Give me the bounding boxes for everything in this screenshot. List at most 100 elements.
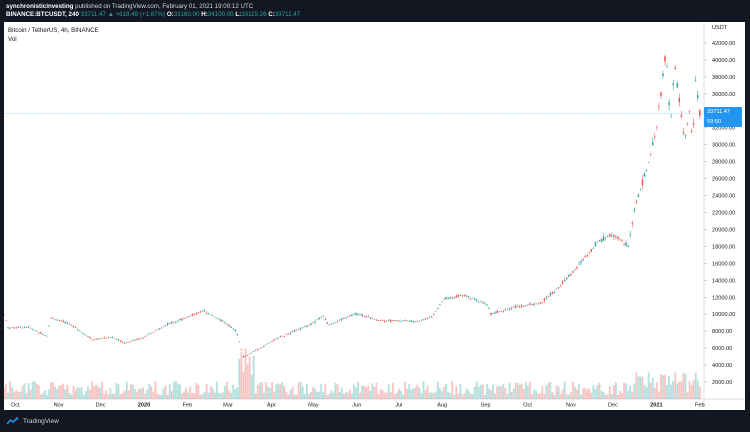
- candle-body: [568, 275, 570, 277]
- volume-bar: [29, 389, 32, 399]
- volume-bar: [164, 385, 167, 399]
- x-tick-label: Aug: [437, 403, 447, 409]
- volume-bar: [70, 394, 73, 399]
- tradingview-logo-icon: [6, 416, 19, 424]
- candle-body: [480, 301, 482, 302]
- volume-bar: [283, 386, 286, 399]
- author-name[interactable]: synchronisticinvesting: [6, 3, 74, 10]
- volume-bar: [76, 387, 79, 399]
- volume-bar: [222, 392, 224, 399]
- candle-body: [584, 256, 586, 258]
- candle-body: [89, 337, 91, 339]
- chart-panel[interactable]: 2000.00 4000.00 6000.00 8000.00 10000.00 1200…: [4, 22, 745, 410]
- volume-bar: [365, 387, 368, 399]
- candle-body: [171, 321, 173, 324]
- volume-bar: [514, 382, 517, 399]
- volume-bar: [93, 386, 95, 399]
- volume-bar: [177, 383, 179, 399]
- x-tick-label: 2020: [138, 403, 150, 409]
- volume-bar: [197, 384, 200, 399]
- y-tick-label: 2000.00: [712, 380, 732, 386]
- candle-body: [541, 302, 543, 303]
- volume-bar: [545, 385, 548, 399]
- candle-body: [150, 332, 153, 334]
- candle-body: [19, 326, 22, 328]
- candle-body: [482, 302, 484, 304]
- volume-bar: [258, 382, 261, 399]
- candle-body: [269, 342, 271, 344]
- price-candles: [4, 54, 701, 359]
- candle-body: [72, 326, 75, 328]
- candle-body: [506, 308, 509, 310]
- volume-bar: [359, 392, 361, 399]
- candle-body: [647, 162, 650, 164]
- candle-body: [312, 322, 314, 324]
- candle-body: [316, 319, 318, 321]
- candle-body: [533, 303, 535, 305]
- candle-body: [625, 242, 627, 246]
- candle-body: [529, 303, 531, 305]
- currency-selector[interactable]: USDT: [712, 25, 728, 31]
- volume-bar: [256, 384, 259, 399]
- volume-bar: [146, 389, 149, 399]
- volume-bar: [389, 392, 392, 399]
- volume-bar: [162, 388, 165, 399]
- candle-body: [688, 110, 691, 112]
- publish-date: published on TradingView.com, February 0…: [75, 3, 254, 10]
- x-tick-label: Dec: [608, 403, 618, 409]
- volume-bar: [234, 389, 237, 399]
- candle-body: [54, 319, 56, 321]
- candle-body: [561, 281, 564, 284]
- volume-bar: [195, 382, 198, 399]
- volume-bar: [662, 375, 664, 399]
- candle-body: [633, 209, 636, 211]
- volume-bar: [295, 394, 298, 399]
- volume-bar: [115, 382, 118, 399]
- candle-body: [283, 336, 286, 337]
- candle-body: [656, 126, 658, 128]
- volume-bar: [205, 383, 208, 399]
- volume-bar: [340, 387, 343, 399]
- candle-body: [326, 322, 329, 324]
- volume-bar: [111, 393, 114, 399]
- candle-body: [349, 315, 351, 316]
- candle-body: [619, 238, 621, 240]
- volume-bar: [72, 385, 75, 399]
- candle-body: [220, 319, 222, 322]
- volume-bar: [385, 392, 388, 399]
- volume-bar: [414, 387, 417, 399]
- candle-body: [185, 317, 187, 319]
- y-tick-label: 6000.00: [712, 346, 732, 352]
- x-tick-label: Jul: [395, 403, 402, 409]
- volume-bar: [537, 393, 540, 399]
- tradingview-brand[interactable]: TradingView: [23, 417, 59, 425]
- candle-body: [299, 327, 302, 330]
- volume-bar: [655, 382, 658, 399]
- candle-body: [367, 316, 370, 318]
- volume-bar: [250, 374, 253, 399]
- candle-body: [207, 312, 210, 314]
- volume-bar: [498, 385, 501, 399]
- price-chart[interactable]: 2000.00 4000.00 6000.00 8000.00 10000.00 1200…: [4, 22, 745, 410]
- volume-bar: [637, 376, 640, 399]
- candle-body: [369, 317, 372, 319]
- candle-body: [535, 303, 537, 304]
- volume-bar: [645, 387, 648, 399]
- volume-bar: [168, 384, 171, 399]
- candle-body: [285, 334, 288, 335]
- candle-body: [402, 320, 404, 322]
- volume-bar: [512, 388, 515, 399]
- candle-body: [606, 236, 609, 237]
- candle-body: [199, 311, 202, 313]
- volume-bar: [375, 382, 378, 399]
- x-tick-label: Feb: [183, 403, 193, 409]
- volume-bar: [551, 392, 554, 399]
- candle-body: [263, 346, 265, 347]
- candle-body: [52, 318, 54, 320]
- volume-bar: [604, 394, 607, 399]
- volume-bar: [561, 389, 564, 399]
- candle-body: [44, 335, 46, 337]
- candle-body: [85, 334, 87, 336]
- volume-bar: [175, 381, 177, 399]
- volume-bar: [322, 392, 325, 399]
